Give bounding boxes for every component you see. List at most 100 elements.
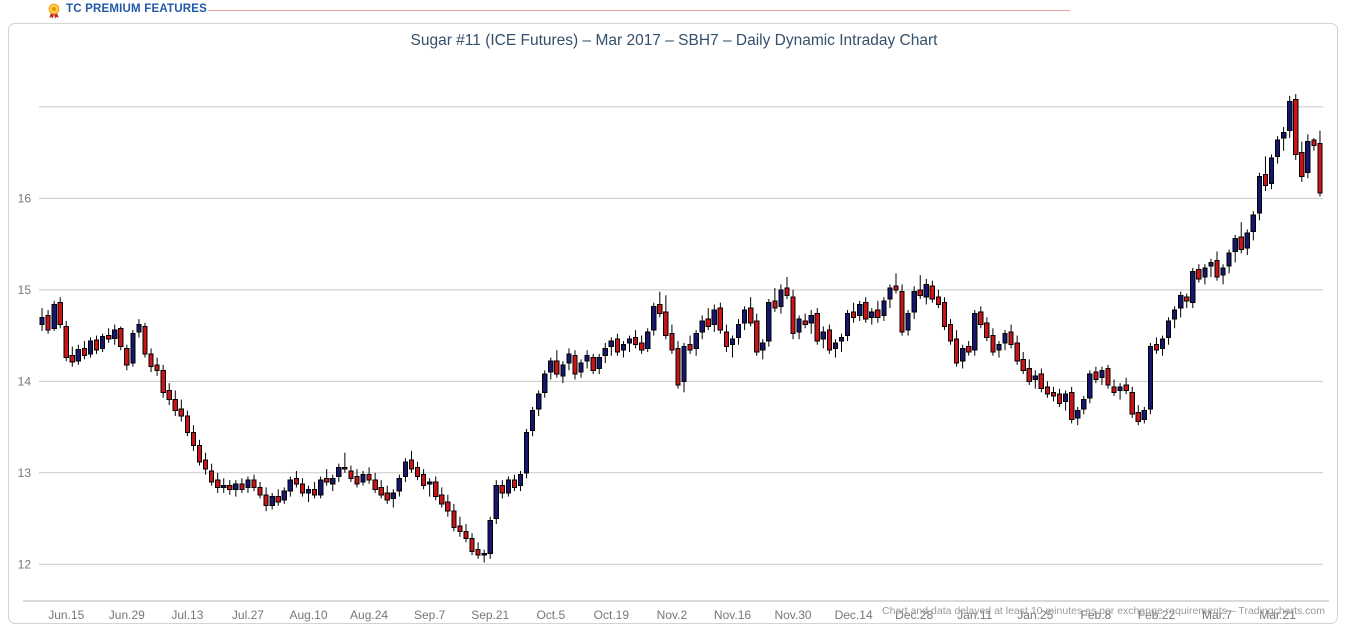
candle-body bbox=[596, 357, 602, 370]
candlestick bbox=[1208, 258, 1214, 278]
candle-body bbox=[136, 324, 142, 333]
candle-body bbox=[1196, 269, 1202, 280]
candle-body bbox=[160, 369, 166, 393]
candlestick bbox=[190, 425, 197, 451]
candlestick bbox=[699, 315, 705, 340]
candlestick bbox=[1220, 264, 1226, 285]
candle-body bbox=[735, 324, 742, 338]
candle-body bbox=[184, 415, 191, 434]
candlestick bbox=[124, 344, 130, 371]
candle-body bbox=[523, 432, 530, 474]
candlestick bbox=[178, 399, 184, 422]
candle-body bbox=[299, 483, 306, 494]
candlestick bbox=[941, 297, 948, 331]
candle-body bbox=[929, 285, 935, 300]
candlestick bbox=[511, 474, 518, 492]
candle-body bbox=[1087, 373, 1093, 399]
candle-body bbox=[475, 549, 481, 556]
candle-body bbox=[1178, 294, 1184, 309]
candle-body bbox=[499, 485, 505, 494]
candle-body bbox=[487, 519, 493, 554]
candle-body bbox=[311, 488, 318, 496]
candlestick bbox=[1020, 352, 1026, 374]
candle-body bbox=[869, 311, 875, 318]
page-title: Sugar #11 (ICE Futures) – Mar 2017 – SBH… bbox=[410, 32, 938, 49]
candle-body bbox=[330, 477, 336, 485]
candle-body bbox=[293, 477, 300, 485]
candle-body bbox=[463, 530, 469, 540]
candlestick bbox=[305, 485, 312, 503]
candlestick bbox=[499, 480, 505, 499]
candlestick bbox=[1190, 267, 1196, 309]
candlestick bbox=[166, 383, 172, 406]
candlestick bbox=[584, 350, 590, 369]
candle-body bbox=[947, 324, 954, 342]
candlestick bbox=[1087, 370, 1093, 404]
candlestick bbox=[451, 503, 457, 532]
candlestick bbox=[651, 302, 657, 336]
candle-body bbox=[850, 311, 857, 318]
candle-body bbox=[1159, 338, 1166, 349]
candlestick bbox=[517, 470, 524, 492]
candle-body bbox=[63, 325, 69, 359]
candlestick bbox=[966, 341, 972, 356]
candle-body bbox=[505, 479, 512, 494]
candlestick bbox=[705, 308, 711, 331]
candle-body bbox=[699, 320, 705, 333]
candle-body bbox=[790, 296, 796, 335]
candle-body bbox=[257, 486, 263, 496]
candlestick bbox=[1305, 134, 1311, 179]
candlestick bbox=[729, 335, 736, 358]
candle-body bbox=[1202, 267, 1208, 278]
candlestick bbox=[1105, 364, 1111, 389]
candle-body bbox=[372, 479, 378, 490]
candlestick bbox=[390, 489, 396, 508]
candlestick bbox=[1238, 222, 1244, 254]
candlestick bbox=[984, 317, 990, 342]
candlestick-plot[interactable]: 12 13 14 15 16 Jun.15 Jun.29 Jul.13 Jul.27 Aug.10… bbox=[9, 24, 1339, 625]
candle-body bbox=[560, 364, 566, 377]
candle-body bbox=[1129, 391, 1135, 415]
candle-body bbox=[1244, 232, 1250, 249]
candle-body bbox=[414, 466, 421, 477]
candlestick bbox=[1032, 370, 1038, 389]
candlestick bbox=[857, 300, 863, 321]
candle-body bbox=[402, 461, 409, 477]
candle-body bbox=[796, 318, 802, 333]
candlestick bbox=[293, 470, 300, 488]
candle-body bbox=[536, 393, 542, 410]
candlestick bbox=[663, 295, 669, 340]
candlestick bbox=[1317, 130, 1323, 197]
candlestick bbox=[245, 476, 251, 493]
candlestick bbox=[1202, 264, 1208, 285]
candle-body bbox=[75, 348, 81, 362]
candlestick bbox=[445, 494, 451, 517]
candle-body bbox=[1274, 139, 1281, 157]
candlestick bbox=[408, 450, 415, 473]
candlestick bbox=[687, 335, 693, 354]
candlestick bbox=[1184, 293, 1190, 309]
candle-body bbox=[917, 289, 923, 296]
candle-body bbox=[548, 360, 554, 373]
candle-body bbox=[784, 287, 790, 296]
candlestick bbox=[863, 297, 869, 323]
candle-body bbox=[554, 360, 560, 375]
candle-body bbox=[905, 313, 911, 331]
candle-body bbox=[863, 302, 869, 320]
candlestick bbox=[1099, 366, 1105, 385]
candlestick bbox=[523, 428, 530, 479]
candlestick bbox=[172, 390, 178, 417]
candlestick bbox=[844, 309, 851, 342]
candlestick bbox=[154, 357, 160, 376]
candle-body bbox=[130, 333, 136, 364]
x-axis-tick-label: Dec.14 bbox=[835, 608, 873, 622]
premium-label: TC PREMIUM FEATURES bbox=[66, 3, 207, 15]
candlestick bbox=[233, 480, 239, 497]
candlestick bbox=[996, 341, 1002, 358]
candlestick bbox=[184, 410, 191, 437]
candlestick bbox=[1299, 141, 1305, 182]
candle-body bbox=[118, 327, 124, 348]
candlestick bbox=[45, 309, 51, 334]
x-axis-tick-label: Nov.30 bbox=[774, 608, 811, 622]
candlestick bbox=[384, 485, 390, 504]
